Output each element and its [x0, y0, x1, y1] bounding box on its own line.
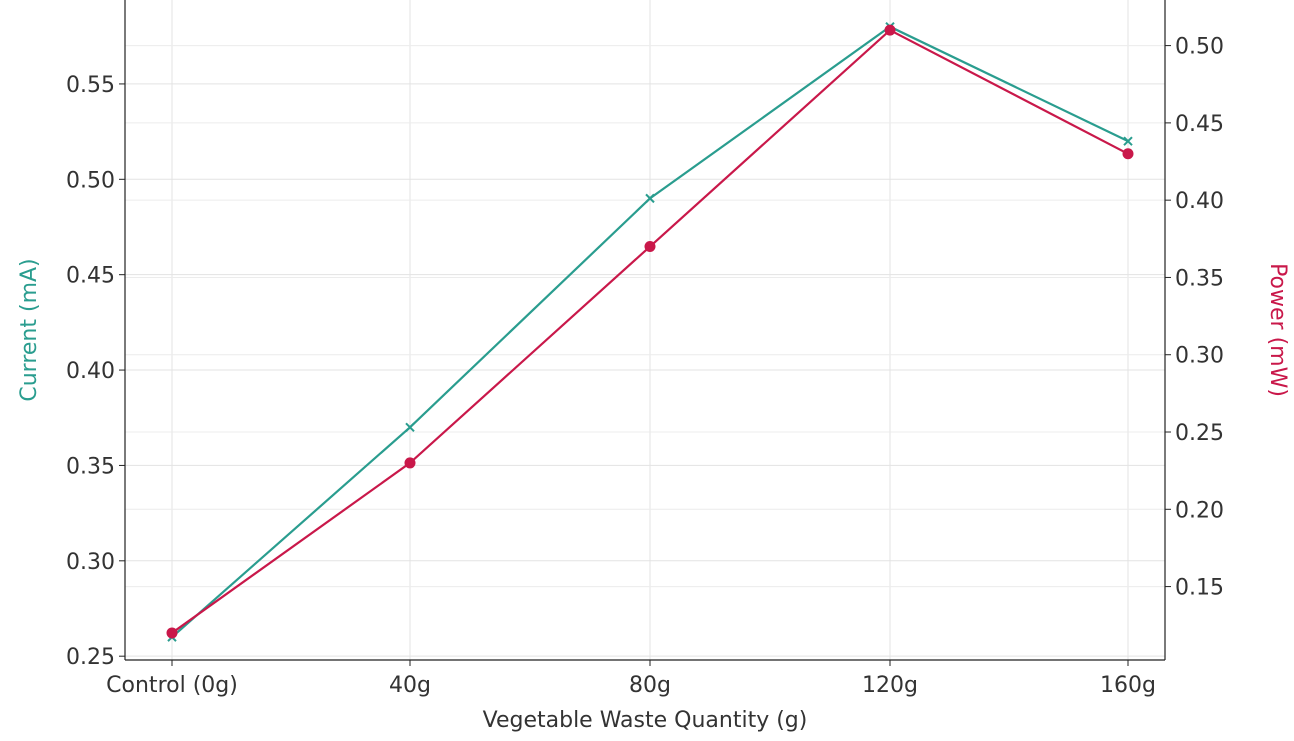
left-y-tick-label: 0.45 [66, 264, 115, 289]
left-y-tick-label: 0.25 [66, 645, 115, 670]
left-y-tick-label: 0.30 [66, 550, 115, 575]
tick-marks-and-labels: Control (0g) 40g 80g 120g 160g 0.25 0.30 0.35 0.… [66, 35, 1224, 698]
left-y-tick-label: 0.40 [66, 359, 115, 384]
left-y-axis-title: Current (mA) [17, 258, 42, 401]
power-data-point [644, 241, 656, 253]
x-axis-title: Vegetable Waste Quantity (g) [483, 708, 808, 733]
current-data-point [405, 422, 415, 432]
grid-lines [125, 0, 1165, 660]
current-data-point [1123, 136, 1133, 146]
right-y-tick-label: 0.20 [1175, 498, 1224, 523]
left-y-tick-label: 0.50 [66, 168, 115, 193]
right-y-tick-label: 0.40 [1175, 189, 1224, 214]
current-data-point [645, 193, 655, 204]
power-data-point [1122, 148, 1134, 160]
x-tick-label: 120g [862, 673, 918, 698]
left-y-tick-label: 0.35 [66, 454, 115, 479]
right-y-tick-label: 0.45 [1175, 112, 1224, 137]
x-tick-label: 40g [389, 673, 431, 698]
power-data-point [404, 457, 416, 469]
power-data-point [166, 627, 178, 639]
right-y-tick-label: 0.50 [1175, 35, 1224, 60]
axes [124, 0, 1166, 661]
right-y-tick-label: 0.35 [1175, 266, 1224, 291]
right-y-tick-label: 0.25 [1175, 421, 1224, 446]
left-y-tick-label: 0.55 [66, 73, 115, 98]
power-data-point [884, 24, 896, 36]
right-y-axis-title: Power (mW) [1265, 263, 1290, 397]
x-tick-label: Control (0g) [106, 673, 238, 698]
x-tick-label: 160g [1100, 673, 1156, 698]
x-tick-label: 80g [629, 673, 671, 698]
right-y-tick-label: 0.30 [1175, 344, 1224, 369]
right-y-tick-label: 0.15 [1175, 576, 1224, 601]
data-series [166, 21, 1134, 642]
